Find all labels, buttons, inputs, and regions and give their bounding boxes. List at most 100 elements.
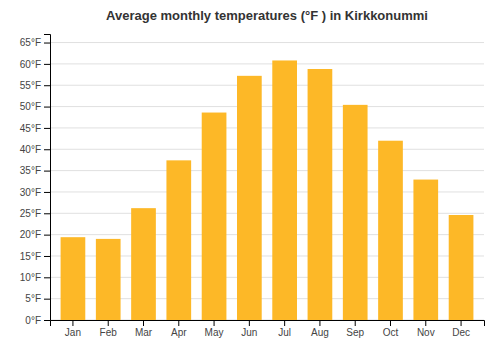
bars xyxy=(61,60,474,320)
y-tick-label: 5°F xyxy=(25,293,41,304)
x-tick: Sep xyxy=(346,320,364,338)
y-tick: 50°F xyxy=(20,101,50,112)
x-tick: Jan xyxy=(65,320,81,338)
x-tick-mark xyxy=(178,320,179,326)
y-tick-label: 50°F xyxy=(20,101,41,112)
x-tick: Feb xyxy=(100,320,118,338)
y-tick: 35°F xyxy=(20,165,50,176)
y-tick: 55°F xyxy=(20,80,50,91)
y-tick: 10°F xyxy=(20,272,50,283)
x-tick-mark xyxy=(319,320,320,326)
y-tick: 65°F xyxy=(20,37,50,48)
y-tick: 25°F xyxy=(20,208,50,219)
x-axis: Jan Feb Mar Apr May Jun Jul Aug Sep Oct Nov Dec xyxy=(51,320,485,338)
x-tick: Apr xyxy=(171,320,187,338)
y-tick-mark xyxy=(44,235,50,236)
y-tick-label: 25°F xyxy=(20,208,41,219)
bar xyxy=(131,208,156,320)
y-tick-mark xyxy=(44,128,50,129)
y-tick-label: 15°F xyxy=(20,251,41,262)
x-tick-label: Jun xyxy=(241,327,257,338)
y-tick-label: 20°F xyxy=(20,229,41,240)
bar xyxy=(272,60,297,320)
y-tick-mark xyxy=(44,299,50,300)
y-tick: 30°F xyxy=(20,187,50,198)
y-tick: 60°F xyxy=(20,59,50,70)
y-tick-label: 65°F xyxy=(20,37,41,48)
x-tick-mark xyxy=(214,320,215,326)
y-tick-label: 45°F xyxy=(20,123,41,134)
title: Average monthly temperatures (°F ) in Ki… xyxy=(106,8,428,23)
x-tick: Jun xyxy=(241,320,257,338)
y-tick-label: 40°F xyxy=(20,144,41,155)
x-tick-mark xyxy=(108,320,109,326)
y-tick-mark xyxy=(44,171,50,172)
y-tick-label: 30°F xyxy=(20,187,41,198)
y-tick: 0°F xyxy=(25,315,50,326)
x-tick: May xyxy=(205,320,224,338)
y-tick: 40°F xyxy=(20,144,50,155)
y-tick-mark xyxy=(44,85,50,86)
bar xyxy=(449,215,474,320)
y-tick-label: 55°F xyxy=(20,80,41,91)
grid-line xyxy=(50,85,484,86)
x-tick-label: Mar xyxy=(135,327,153,338)
x-tick-label: Sep xyxy=(346,327,364,338)
x-tick: Oct xyxy=(383,320,399,338)
y-tick-mark xyxy=(44,64,50,65)
x-tick: Nov xyxy=(417,320,435,338)
y-tick-mark xyxy=(44,107,50,108)
y-tick-mark xyxy=(44,192,50,193)
bar xyxy=(202,113,227,320)
y-tick-label: 0°F xyxy=(25,315,41,326)
y-axis-line xyxy=(44,35,51,321)
x-tick-mark xyxy=(72,320,73,326)
x-tick-mark xyxy=(355,320,356,326)
x-tick-label: Dec xyxy=(452,327,470,338)
bar xyxy=(413,180,438,320)
y-tick-mark xyxy=(44,43,50,44)
x-tick: Jul xyxy=(278,320,291,338)
grid-line xyxy=(50,127,484,128)
y-tick-label: 35°F xyxy=(20,165,41,176)
grid-line xyxy=(50,106,484,107)
y-axis: 0°F 5°F 10°F 15°F 20°F 25°F 30°F 35°F 40°F 45°F 50… xyxy=(20,35,51,326)
grid xyxy=(50,43,484,320)
x-tick: Mar xyxy=(135,320,153,338)
x-tick-label: Aug xyxy=(311,327,329,338)
y-tick-mark xyxy=(44,320,50,321)
x-tick-label: Jul xyxy=(278,327,291,338)
x-axis-line xyxy=(51,321,485,327)
x-tick-mark xyxy=(284,320,285,326)
x-tick-mark xyxy=(461,320,462,326)
x-tick-mark xyxy=(143,320,144,326)
bar xyxy=(96,239,121,320)
y-tick-label: 60°F xyxy=(20,59,41,70)
y-tick-mark xyxy=(44,149,50,150)
chart: 0°F 5°F 10°F 15°F 20°F 25°F 30°F 35°F 40°F 45°F 50… xyxy=(0,0,500,350)
bar xyxy=(61,237,86,320)
bar xyxy=(237,76,262,320)
bar xyxy=(308,69,333,320)
grid-line xyxy=(50,42,484,43)
grid-line xyxy=(50,149,484,150)
grid-line xyxy=(50,170,484,171)
bar xyxy=(166,160,191,320)
x-tick: Dec xyxy=(452,320,470,338)
bar xyxy=(343,105,368,320)
x-tick-mark xyxy=(249,320,250,326)
x-tick-label: Oct xyxy=(383,327,399,338)
bar xyxy=(378,141,403,320)
y-tick: 20°F xyxy=(20,229,50,240)
grid-line xyxy=(50,63,484,64)
y-tick-mark xyxy=(44,277,50,278)
x-tick-mark xyxy=(390,320,391,326)
x-tick-mark xyxy=(425,320,426,326)
x-tick-label: Jan xyxy=(65,327,81,338)
x-tick-label: Apr xyxy=(171,327,187,338)
y-tick: 5°F xyxy=(25,293,50,304)
y-tick-label: 10°F xyxy=(20,272,41,283)
y-tick: 15°F xyxy=(20,251,50,262)
y-tick-mark xyxy=(44,213,50,214)
x-tick: Aug xyxy=(311,320,329,338)
